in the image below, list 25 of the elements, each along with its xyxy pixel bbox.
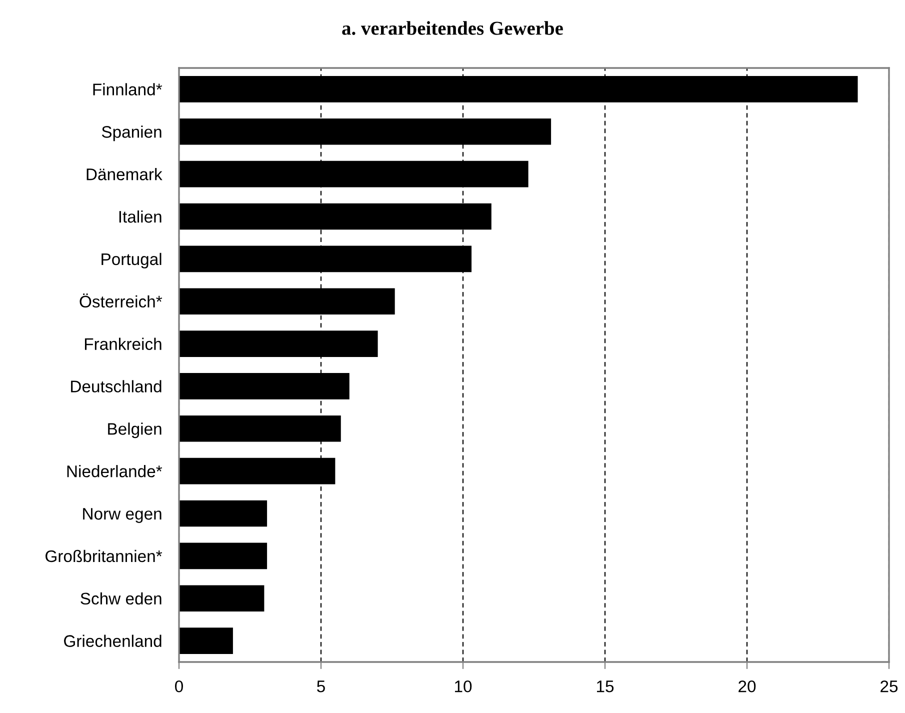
y-tick-label: Norw egen [83,508,162,523]
y-tick-label: Portugal [102,252,162,268]
y-tick-label: Griechenland [64,634,162,647]
bar [179,542,268,570]
x-tick-label: 15 [597,680,614,692]
y-tick-label: Niederlande* [67,465,162,478]
y-tick-label: Frankreich [84,338,162,350]
y-tick-label: Finnland* [93,83,162,96]
y-tick-label: Italien [119,210,162,223]
x-tick-label: 25 [880,680,898,692]
y-tick-label: Deutschland [71,380,162,392]
bar [179,585,264,612]
y-tick-label: Belgien [108,422,162,438]
y-tick-label: Österreich* [80,293,162,308]
bar [179,628,233,654]
x-tick-label: 5 [317,680,325,692]
x-tick-label: 10 [455,680,472,692]
bar [179,500,268,527]
x-tick-label: 20 [738,680,756,692]
y-tick-label: Großbritannien* [46,550,162,562]
y-tick-label: Spanien [102,126,162,142]
x-tick-label: 0 [175,680,183,692]
y-tick-label: Dänemark [86,168,162,180]
y-tick-label: Schw eden [80,592,162,605]
chart-title: a. verarbeitendes Gewerbe [342,21,563,35]
